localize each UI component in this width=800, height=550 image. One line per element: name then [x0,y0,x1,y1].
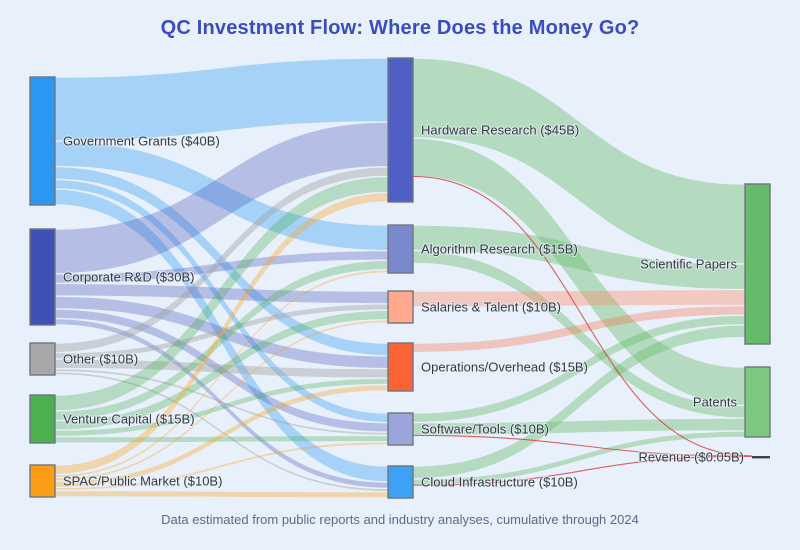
sankey-link-other-sal [55,304,388,359]
sankey-link-cloud-patents [413,431,745,485]
sankey-link-vc-hw [55,177,388,411]
sankey-node-label-sw: Software/Tools ($10B) [421,422,549,437]
sankey-link-hw-patents [413,138,745,405]
sankey-link-algo-papers [413,225,745,289]
sankey-link-gov-hw [55,58,388,141]
sankey-node-label-algo: Algorithm Research ($15B) [421,242,578,257]
sankey-node-hw[interactable] [387,57,414,203]
sankey-link-sw-rev [412,434,753,457]
sankey-node-rev[interactable] [752,456,770,459]
sankey-link-other-ops [55,359,388,378]
sankey-link-cloud-papers [413,325,745,479]
sankey-link-corp-ops [55,296,388,368]
sankey-link-spac-cloud [55,491,388,498]
sankey-node-sal[interactable] [387,290,414,324]
sankey-node-label-ops: Operations/Overhead ($15B) [421,360,588,375]
sankey-link-corp-sal [55,284,388,304]
sankey-node-label-hw: Hardware Research ($45B) [421,123,579,138]
sankey-node-cloud[interactable] [387,465,414,499]
sankey-node-label-patents: Patents [693,395,738,410]
sankey-link-vc-algo [55,260,388,420]
sankey-node-spac[interactable] [29,464,56,498]
sankey-link-gov-ops [55,167,388,356]
sankey-node-sw[interactable] [387,412,414,446]
sankey-link-sw-patents [413,418,745,435]
sankey-link-corp-sw [55,309,388,432]
sankey-node-label-corp: Corporate R&D ($30B) [63,270,195,285]
sankey-link-spac-hw [55,193,388,474]
sankey-node-ops[interactable] [387,342,414,392]
sankey-link-vc-sal [55,310,388,430]
sankey-link-spac-sw [55,442,388,490]
sankey-link-spac-ops [55,385,388,487]
sankey-node-label-spac: SPAC/Public Market ($10B) [63,474,222,489]
footer-note: Data estimated from public reports and i… [161,512,639,527]
sankey-link-spac-algo [55,270,388,478]
sankey-link-hw-rev [412,175,753,457]
sankey-link-ops-papers [413,306,745,352]
sankey-link-gov-cloud [55,189,388,482]
sankey-link-gov-sw [55,180,388,422]
sankey-node-gov[interactable] [29,76,56,206]
sankey-link-other-hw [55,167,388,352]
sankey-link-corp-algo [55,251,388,283]
sankey-node-label-papers: Scientific Papers [640,257,737,272]
sankey-link-corp-hw [55,122,388,274]
sankey-node-label-rev: Revenue ($0.05B) [638,450,744,465]
sankey-link-gov-algo [55,141,388,250]
sankey-node-other[interactable] [29,342,56,376]
sankey-node-vc[interactable] [29,394,56,444]
sankey-node-label-vc: Venture Capital ($15B) [63,412,195,427]
sankey-link-other-sw [55,369,388,435]
sankey-link-vc-sw [55,436,388,443]
sankey-link-hw-papers [413,58,745,264]
sankey-link-corp-cloud [55,319,388,488]
sankey-node-label-cloud: Cloud Infrastructure ($10B) [421,475,578,490]
sankey-node-patents[interactable] [744,366,771,438]
sankey-node-corp[interactable] [29,228,56,326]
sankey-node-papers[interactable] [744,183,771,345]
sankey-link-sal-papers [413,290,745,307]
sankey-link-vc-ops [55,378,388,436]
sankey-link-spac-sal [55,320,388,481]
sankey-link-algo-patents [413,251,745,418]
sankey-node-label-gov: Government Grants ($40B) [63,134,220,149]
sankey-node-label-other: Other ($10B) [63,352,138,367]
sankey-link-cloud-rev [412,455,753,486]
sankey-link-sw-papers [413,315,745,422]
chart-title: QC Investment Flow: Where Does the Money… [160,17,640,39]
sankey-link-other-cloud [55,372,388,491]
sankey-node-label-sal: Salaries & Talent ($10B) [421,300,561,315]
sankey-node-algo[interactable] [387,224,414,274]
